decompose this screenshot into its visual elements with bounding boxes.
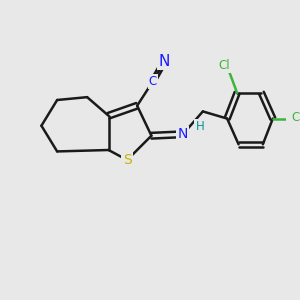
Text: C: C	[149, 75, 157, 88]
Text: N: N	[159, 54, 170, 69]
Text: S: S	[123, 153, 131, 167]
Text: Cl: Cl	[291, 111, 300, 124]
Text: H: H	[196, 120, 204, 133]
Text: Cl: Cl	[218, 59, 230, 72]
Text: N: N	[178, 127, 188, 141]
